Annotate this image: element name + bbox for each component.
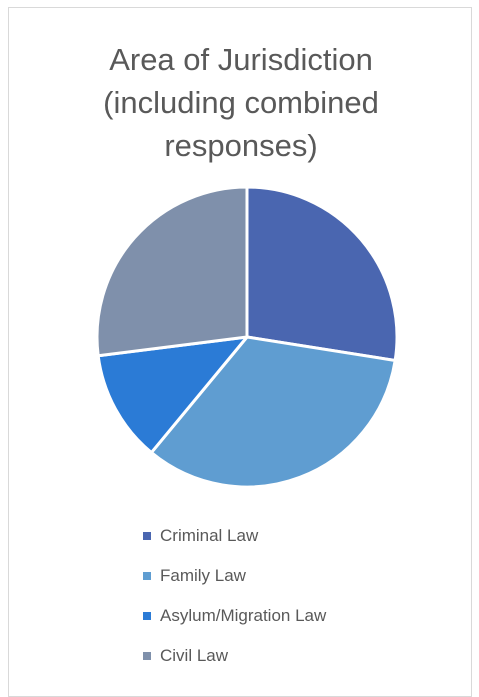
legend-swatch: [143, 531, 151, 540]
legend-item-family-law: Family Law: [143, 564, 326, 587]
legend-label: Family Law: [160, 565, 246, 585]
pie-slice-family-law: [149, 335, 397, 489]
legend-swatch: [143, 571, 151, 580]
chart-frame: Area of Jurisdiction (including combined…: [8, 7, 472, 697]
pie-slice-criminal-law: [245, 185, 399, 362]
legend-item-asylum-migration-law: Asylum/Migration Law: [143, 604, 326, 627]
pie-slice-asylum-migration-law: [96, 335, 249, 455]
legend-swatch: [143, 611, 151, 620]
legend-swatch: [143, 651, 151, 660]
legend-label: Civil Law: [160, 645, 229, 665]
pie-slice-civil-law: [95, 185, 249, 358]
chart-title: Area of Jurisdiction (including combined…: [103, 42, 379, 163]
pie-chart: [95, 185, 399, 489]
legend-label: Criminal Law: [160, 525, 259, 545]
chart-legend: Criminal Law Family Law Asylum/Migration L…: [143, 524, 326, 684]
legend-item-civil-law: Civil Law: [143, 644, 326, 667]
legend-item-criminal-law: Criminal Law: [143, 524, 326, 547]
legend-label: Asylum/Migration Law: [160, 605, 327, 625]
